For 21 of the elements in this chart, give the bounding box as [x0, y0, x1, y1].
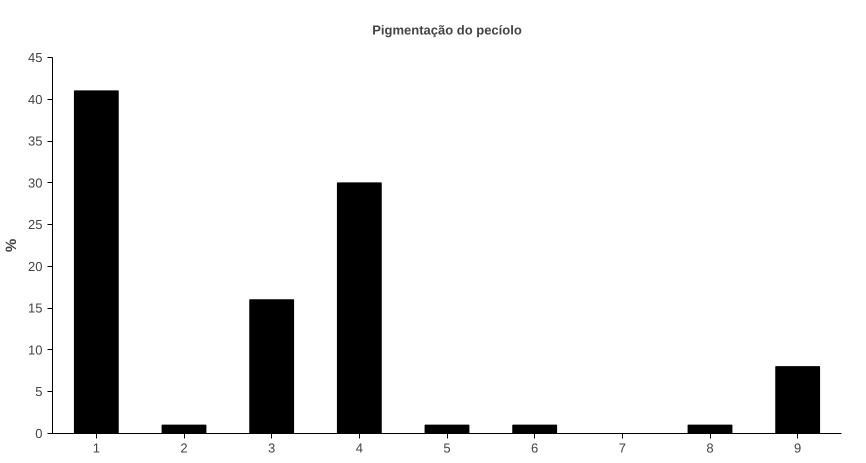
x-tick-label: 2 — [180, 440, 188, 456]
x-tick-label: 6 — [531, 440, 538, 456]
y-tick-label: 20 — [28, 258, 43, 274]
y-tick-label: 30 — [28, 175, 43, 190]
x-tick-label: 3 — [268, 440, 276, 456]
x-tick-label: 8 — [706, 440, 714, 456]
y-tick-label: 45 — [28, 50, 43, 65]
x-tick-label: 9 — [794, 440, 802, 456]
y-tick-label: 35 — [28, 134, 43, 149]
y-tick-label: 5 — [35, 384, 43, 400]
y-tick-label: 15 — [28, 300, 43, 316]
y-tick-label: 40 — [28, 92, 43, 107]
x-tick-label: 7 — [618, 440, 626, 456]
x-tick-label: 1 — [92, 440, 100, 456]
chart-title: Pigmentação do pecíolo — [372, 22, 522, 38]
x-tick-label: 4 — [356, 440, 363, 456]
y-tick-label: 0 — [35, 426, 43, 441]
x-tick-label: 5 — [443, 440, 451, 456]
y-tick-label: 25 — [28, 217, 43, 232]
y-tick-label: 10 — [28, 342, 43, 358]
y-axis-title: % — [3, 238, 20, 252]
